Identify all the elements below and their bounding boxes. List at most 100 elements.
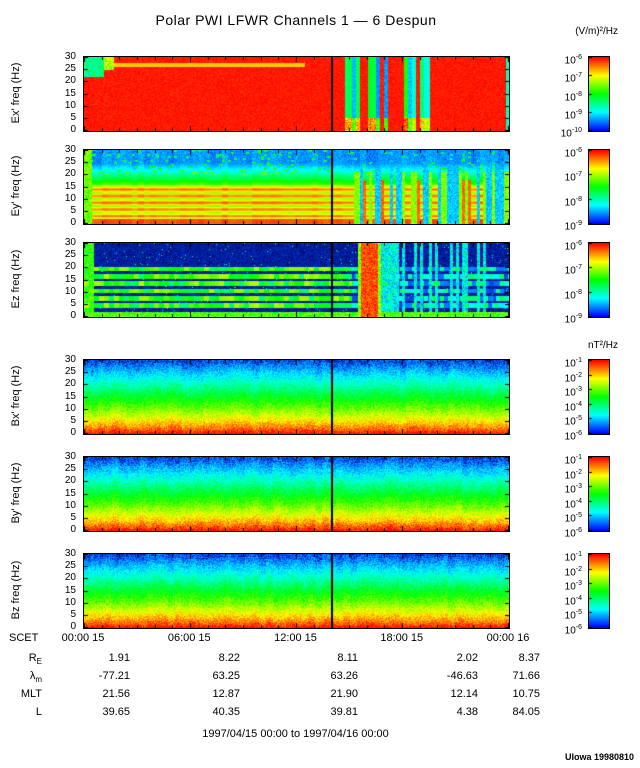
ephemeris-value: 10.75 xyxy=(512,688,540,700)
colorbar-tick-label: 10-7 xyxy=(564,171,582,184)
time-range-label: 1997/04/15 00:00 to 1997/04/16 00:00 xyxy=(202,728,389,740)
colorbar-tick-label: 10-7 xyxy=(564,72,582,85)
colorbar-tick-label: 10-2 xyxy=(564,565,582,578)
y-axis-tick-label: 0 xyxy=(70,427,76,438)
panel-bz-colorbar xyxy=(588,553,610,629)
panel-ex-spectrogram xyxy=(83,56,510,132)
y-axis-tick-label: 5 xyxy=(70,111,76,123)
panel-bx-ylabel: Bx' freq (Hz) xyxy=(10,365,22,427)
colorbar-tick-label: 10-6 xyxy=(564,147,582,160)
ephemeris-value: 21.90 xyxy=(330,688,358,700)
y-axis-tick-label: 30 xyxy=(64,144,76,155)
colorbar-tick-label: 10-1 xyxy=(564,454,582,467)
y-axis-tick-label: 15 xyxy=(64,87,76,99)
y-axis-tick-label: 10 xyxy=(64,285,76,297)
y-axis-tick-label: 0 xyxy=(70,217,76,228)
y-axis-tick-label: 10 xyxy=(64,99,76,111)
panel-bx-colorbar xyxy=(588,359,610,435)
ephemeris-row-label-r: RE xyxy=(28,652,42,667)
y-axis-tick-label: 30 xyxy=(64,51,76,62)
panel-ex-colorbar xyxy=(588,56,610,132)
colorbar-tick-label: 10-3 xyxy=(564,483,582,496)
panel-ez-colorbar xyxy=(588,242,610,318)
y-axis-tick-label: 5 xyxy=(70,204,76,216)
colorbar-tick-label: 10-7 xyxy=(564,264,582,277)
y-axis-tick-label: 25 xyxy=(64,63,76,75)
x-axis-tick-label: 18:00 15 xyxy=(380,632,424,644)
x-axis-tick-label: 00:00 15 xyxy=(61,632,105,644)
y-axis-tick-label: 30 xyxy=(64,237,76,248)
y-axis-tick-label: 20 xyxy=(64,475,76,487)
y-axis-tick-label: 30 xyxy=(64,354,76,365)
y-axis-tick-label: 20 xyxy=(64,75,76,87)
colorbar-tick-label: 10-8 xyxy=(564,90,582,103)
colorbar-tick-label: 10-2 xyxy=(564,371,582,384)
colorbar-tick-label: 10-8 xyxy=(564,288,582,301)
y-axis-tick-label: 10 xyxy=(64,499,76,511)
colorbar-tick-label: 10-5 xyxy=(564,609,582,622)
ephemeris-value: 39.81 xyxy=(330,706,358,718)
y-axis-tick-label: 20 xyxy=(64,378,76,390)
colorbar-tick-label: 10-1 xyxy=(564,357,582,370)
panel-bz-spectrogram xyxy=(83,553,510,629)
ephemeris-value: 8.37 xyxy=(518,652,540,664)
ephemeris-value: 40.35 xyxy=(212,706,240,718)
ephemeris-row-label-lambda-m: λm xyxy=(29,670,42,685)
y-axis-tick-label: 15 xyxy=(64,584,76,596)
panel-ez-ylabel: Ez freq (Hz) xyxy=(10,249,22,309)
ephemeris-value: 8.22 xyxy=(218,652,240,664)
y-axis-tick-label: 0 xyxy=(70,310,76,321)
y-axis-tick-label: 5 xyxy=(70,297,76,309)
ephemeris-value: 84.05 xyxy=(512,706,540,718)
colorbar-tick-label: 10-6 xyxy=(564,240,582,253)
ephemeris-value: -77.21 xyxy=(98,670,130,682)
panel-by-colorbar xyxy=(588,456,610,532)
y-axis-tick-label: 25 xyxy=(64,463,76,475)
colorbar-tick-label: 10-6 xyxy=(564,624,582,637)
ephemeris-value: 4.38 xyxy=(456,706,478,718)
colorbar-tick-label: 10-3 xyxy=(564,386,582,399)
ephemeris-value: 71.66 xyxy=(512,670,540,682)
colorbar-tick-label: 10-6 xyxy=(564,527,582,540)
credit-label: UIowa 19980810 xyxy=(564,752,634,762)
colorbar-tick-label: 10-4 xyxy=(564,497,582,511)
y-axis-tick-label: 30 xyxy=(64,451,76,462)
ephemeris-value: 63.25 xyxy=(212,670,240,682)
ephemeris-row-label-mlt: MLT xyxy=(20,688,42,700)
y-axis-tick-label: 15 xyxy=(64,487,76,499)
y-axis-tick-label: 5 xyxy=(70,608,76,620)
colorbar-tick-label: 10-8 xyxy=(564,195,582,208)
y-axis-tick-label: 25 xyxy=(64,560,76,572)
ephemeris-value: 63.26 xyxy=(330,670,358,682)
page-title: Polar PWI LFWR Channels 1 — 6 Despun xyxy=(155,12,437,28)
y-axis-tick-label: 0 xyxy=(70,621,76,632)
y-axis-tick-label: 25 xyxy=(64,156,76,168)
y-axis-tick-label: 0 xyxy=(70,524,76,535)
x-axis-tick-label: 06:00 15 xyxy=(167,632,211,644)
ephemeris-value: 2.02 xyxy=(456,652,478,664)
y-axis-tick-label: 30 xyxy=(64,548,76,559)
panel-by-spectrogram xyxy=(83,456,510,532)
y-axis-tick-label: 5 xyxy=(70,414,76,426)
colorbar-tick-label: 10-1 xyxy=(564,551,582,564)
panel-ey-colorbar xyxy=(588,149,610,225)
panel-bz-ylabel: Bz freq (Hz) xyxy=(10,560,22,620)
colorbar-tick-label: 10-4 xyxy=(564,400,582,414)
ephemeris-value: 21.56 xyxy=(102,688,130,700)
colorbar-tick-label: 10-10 xyxy=(560,127,582,140)
y-axis-tick-label: 10 xyxy=(64,402,76,414)
ephemeris-value: 1.91 xyxy=(108,652,130,664)
y-axis-tick-label: 5 xyxy=(70,511,76,523)
electric-units-label: (V/m)²/Hz xyxy=(575,26,618,37)
magnetic-units-label: nT²/Hz xyxy=(588,340,618,351)
ephemeris-value: 8.11 xyxy=(337,652,358,664)
ephemeris-value: -46.63 xyxy=(446,670,478,682)
colorbar-tick-label: 10-6 xyxy=(564,54,582,67)
y-axis-tick-label: 20 xyxy=(64,168,76,180)
y-axis-tick-label: 15 xyxy=(64,180,76,192)
y-axis-tick-label: 15 xyxy=(64,273,76,285)
panel-ey-ylabel: Ey' freq (Hz) xyxy=(10,155,22,217)
panel-by-ylabel: By' freq (Hz) xyxy=(10,462,22,524)
ephemeris-value: 39.65 xyxy=(102,706,130,718)
